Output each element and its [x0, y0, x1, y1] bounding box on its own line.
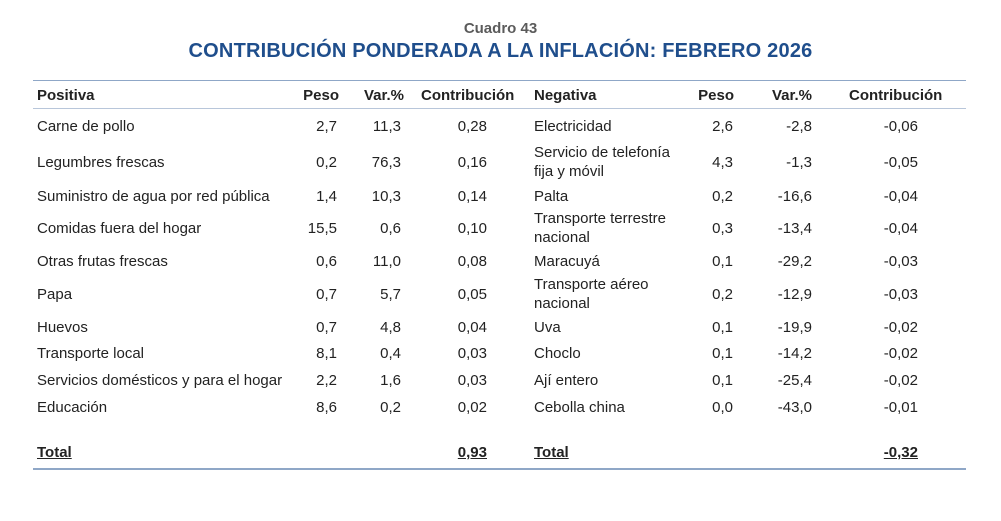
positive-item-weight: 2,2: [316, 371, 337, 389]
header-var: Var.%: [363, 87, 404, 104]
negative-item-name: Choclo: [534, 344, 581, 362]
positive-item-var: 1,6: [380, 371, 401, 389]
negative-item-name: Uva: [534, 318, 561, 336]
table-number: Cuadro 43: [463, 20, 538, 37]
positive-item-var: 0,2: [380, 398, 401, 416]
positive-item-contribution: 0,08: [457, 252, 487, 270]
positive-item-var: 4,8: [380, 318, 401, 336]
positive-item-contribution: 0,05: [457, 285, 487, 303]
negative-item-weight: 0,1: [712, 318, 733, 336]
positive-item-contribution: 0,14: [457, 187, 487, 205]
total-positive-label: Total: [37, 444, 72, 461]
negative-item-var: -25,4: [777, 371, 812, 389]
positive-item-name: Suministro de agua por red pública: [37, 187, 270, 205]
negative-item-contribution: -0,02: [883, 344, 918, 362]
negative-item-name: Servicio de telefonía fija y móvil: [534, 144, 670, 180]
total-negative-contribution: -0,32: [883, 444, 918, 461]
positive-item-var: 5,7: [380, 285, 401, 303]
positive-item-name: Comidas fuera del hogar: [37, 219, 202, 237]
bottom-rule: [33, 468, 966, 470]
negative-item-contribution: -0,03: [883, 285, 918, 303]
negative-item-weight: 0,1: [712, 252, 733, 270]
header-negative: Negativa: [534, 87, 597, 104]
negative-item-name: Transporte terrestre nacional: [534, 210, 666, 246]
negative-item-weight: 0,2: [712, 187, 733, 205]
positive-item-contribution: 0,04: [457, 318, 487, 336]
positive-item-weight: 8,1: [316, 344, 337, 362]
positive-item-contribution: 0,03: [457, 344, 487, 362]
header-weight: Peso: [303, 87, 339, 104]
negative-item-var: -14,2: [777, 344, 812, 362]
positive-item-name: Otras frutas frescas: [37, 252, 168, 270]
header-positive: Positiva: [37, 87, 95, 104]
negative-item-name: Maracuyá: [534, 252, 600, 270]
header-var-negative: Var.%: [771, 87, 812, 104]
negative-item-var: -43,0: [777, 398, 812, 416]
positive-item-weight: 0,6: [316, 252, 337, 270]
positive-item-contribution: 0,02: [457, 398, 487, 416]
negative-item-name: Transporte aéreo nacional: [534, 276, 649, 312]
negative-item-var: -12,9: [777, 285, 812, 303]
positive-item-weight: 0,7: [316, 285, 337, 303]
positive-item-contribution: 0,03: [457, 371, 487, 389]
negative-item-weight: 4,3: [712, 153, 733, 171]
negative-item-name: Ají entero: [534, 371, 599, 389]
negative-item-contribution: -0,04: [883, 187, 918, 205]
negative-item-weight: 0,1: [712, 344, 733, 362]
positive-item-name: Papa: [37, 285, 73, 303]
negative-item-weight: 2,6: [712, 117, 733, 135]
positive-item-name: Huevos: [37, 318, 88, 336]
positive-item-weight: 0,7: [316, 318, 337, 336]
negative-item-var: -13,4: [777, 219, 812, 237]
header-contribution-negative: Contribución: [849, 87, 943, 104]
negative-item-contribution: -0,06: [883, 117, 918, 135]
negative-item-contribution: -0,05: [883, 153, 918, 171]
positive-item-contribution: 0,16: [457, 153, 487, 171]
negative-item-contribution: -0,02: [883, 318, 918, 336]
table-title: CONTRIBUCIÓN PONDERADA A LA INFLACIÓN: F…: [188, 40, 813, 62]
negative-item-var: -1,3: [786, 153, 812, 171]
header-contribution: Contribución: [421, 87, 515, 104]
negative-item-weight: 0,0: [712, 398, 733, 416]
positive-item-name: Transporte local: [37, 344, 144, 362]
positive-item-var: 0,6: [380, 219, 401, 237]
negative-item-contribution: -0,04: [883, 219, 918, 237]
negative-item-contribution: -0,02: [883, 371, 918, 389]
header-weight-negative: Peso: [698, 87, 734, 104]
positive-item-name: Educación: [37, 398, 108, 416]
negative-item-weight: 0,3: [712, 219, 733, 237]
positive-item-contribution: 0,10: [457, 219, 487, 237]
positive-item-name: Carne de pollo: [37, 117, 135, 135]
negative-item-name: Cebolla china: [534, 398, 625, 416]
top-rule: [33, 80, 966, 81]
negative-item-var: -16,6: [777, 187, 812, 205]
negative-item-name: Electricidad: [534, 117, 612, 135]
positive-item-weight: 15,5: [307, 219, 337, 237]
negative-item-var: -2,8: [786, 117, 812, 135]
total-positive-contribution: 0,93: [457, 444, 487, 461]
positive-item-name: Legumbres frescas: [37, 153, 165, 171]
positive-item-weight: 2,7: [316, 117, 337, 135]
positive-item-var: 0,4: [380, 344, 401, 362]
positive-item-name: Servicios domésticos y para el hogar: [37, 371, 283, 389]
positive-item-weight: 8,6: [316, 398, 337, 416]
negative-item-var: -19,9: [777, 318, 812, 336]
negative-item-weight: 0,2: [712, 285, 733, 303]
negative-item-weight: 0,1: [712, 371, 733, 389]
positive-item-weight: 1,4: [316, 187, 337, 205]
negative-item-contribution: -0,03: [883, 252, 918, 270]
positive-item-weight: 0,2: [316, 153, 337, 171]
positive-item-var: 11,3: [372, 117, 401, 135]
negative-item-contribution: -0,01: [883, 398, 918, 416]
negative-item-name: Palta: [534, 187, 569, 205]
positive-item-var: 11,0: [372, 252, 401, 270]
positive-item-var: 10,3: [371, 187, 401, 205]
positive-item-contribution: 0,28: [457, 117, 487, 135]
negative-item-var: -29,2: [777, 252, 812, 270]
header-rule: [33, 108, 966, 109]
positive-item-var: 76,3: [371, 153, 401, 171]
total-negative-label: Total: [534, 444, 569, 461]
